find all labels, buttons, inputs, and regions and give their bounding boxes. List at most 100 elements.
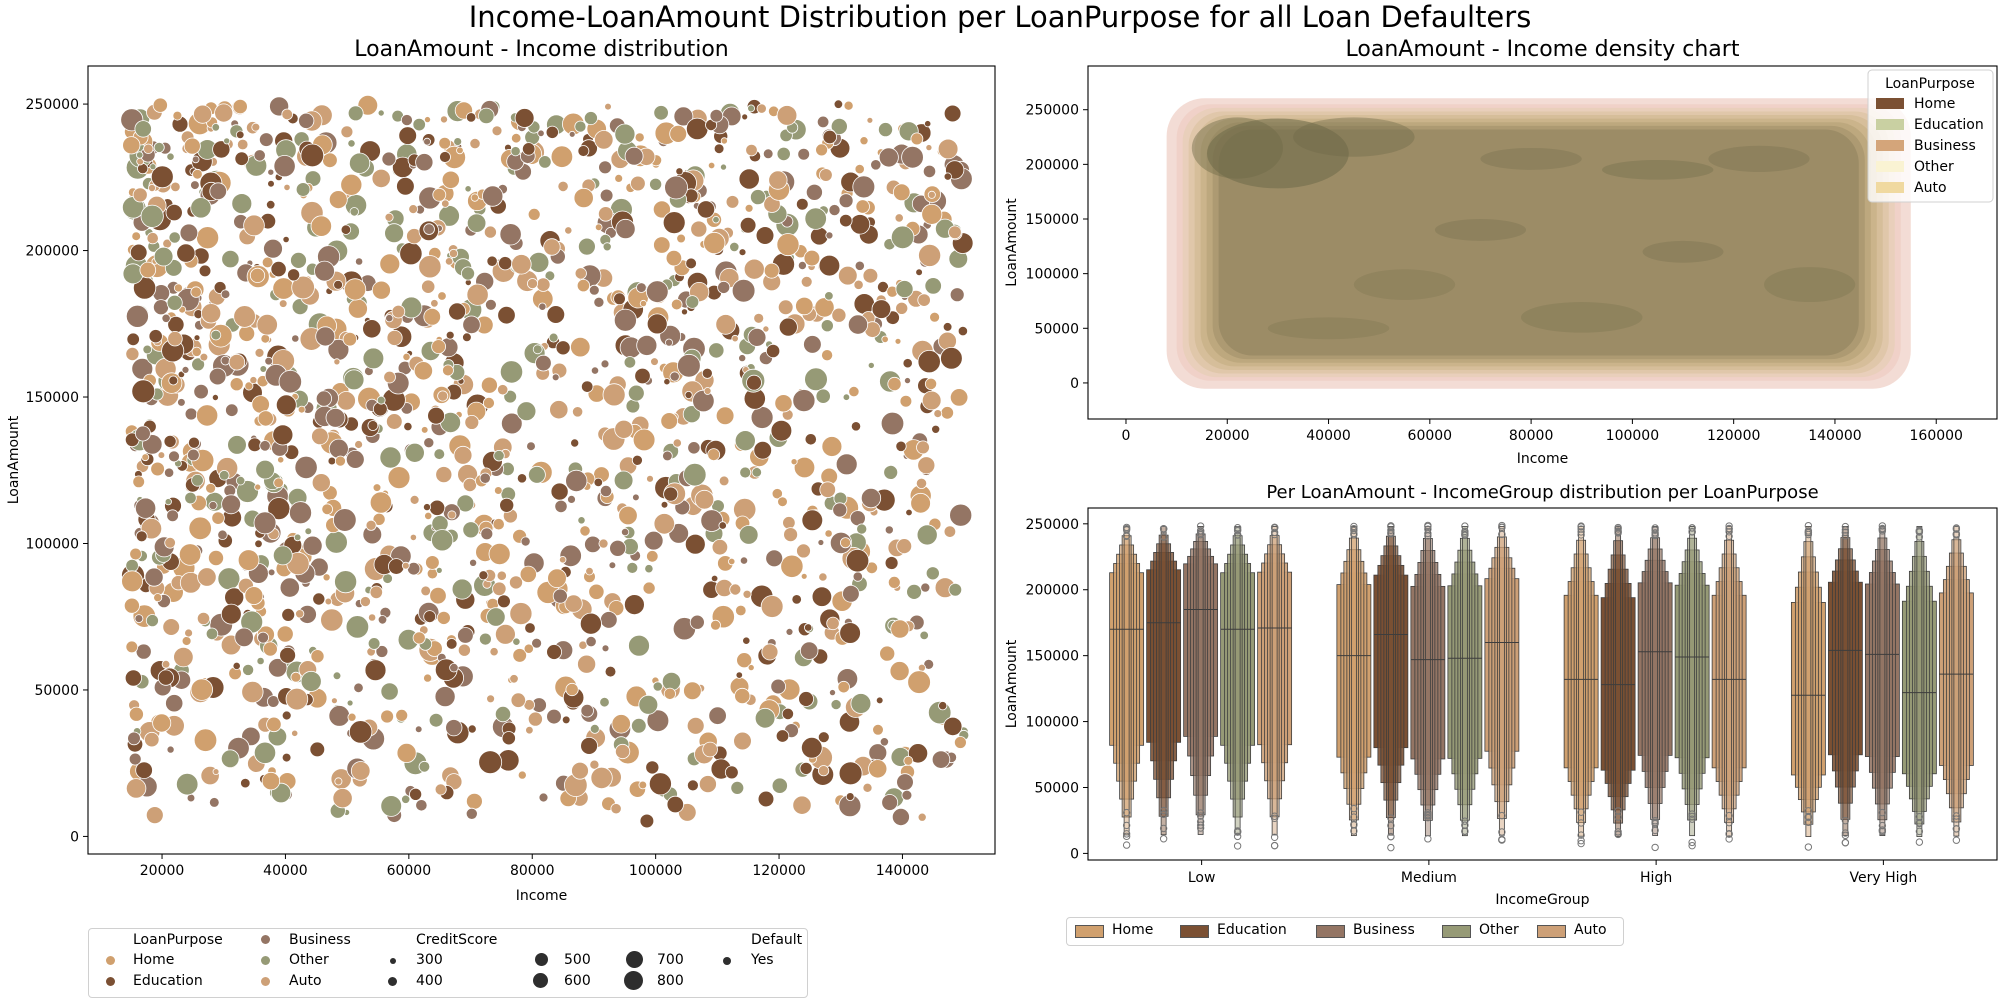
- x-tick-label: 100000: [1606, 428, 1659, 444]
- scatter-point-home: [183, 137, 201, 155]
- boxen-outlier: [1233, 531, 1242, 539]
- scatter-point-home: [872, 723, 884, 736]
- boxen-legend-swatch-home: [1075, 925, 1104, 938]
- scatter-point-education: [267, 179, 275, 188]
- scatter-point-home: [423, 673, 433, 683]
- scatter-point-business: [264, 356, 274, 366]
- scatter-point-auto: [497, 384, 509, 396]
- scatter-point-business: [165, 694, 184, 713]
- axes-title: Per LoanAmount - IncomeGroup distributio…: [1266, 482, 1818, 503]
- scatter-point-auto: [196, 611, 211, 626]
- scatter-point-auto: [167, 331, 183, 347]
- scatter-point-auto: [585, 567, 594, 576]
- scatter-point-home: [728, 557, 736, 566]
- y-tick-label: 200000: [1026, 583, 1079, 599]
- scatter-point-other: [235, 476, 246, 486]
- scatter-point-business: [609, 539, 627, 557]
- scatter-point-home: [707, 161, 716, 170]
- x-tick-label: 40000: [1306, 428, 1351, 444]
- scatter-point-other: [462, 521, 480, 539]
- scatter-point-other: [153, 246, 174, 267]
- density-peak: [1293, 117, 1415, 157]
- scatter-point-auto: [853, 279, 864, 290]
- scatter-point-education: [943, 716, 963, 737]
- x-axis-label: Income: [1517, 451, 1569, 467]
- y-axis-label: LoanAmount: [1004, 198, 1020, 287]
- scatter-point-education: [613, 292, 626, 306]
- boxen-outlier: [1424, 835, 1432, 843]
- scatter-point-other: [883, 464, 899, 480]
- scatter-point-business: [567, 494, 576, 504]
- boxen-outlier: [1270, 523, 1279, 532]
- scatter-point-education: [942, 322, 953, 332]
- scatter-point-auto: [466, 283, 489, 306]
- scatter-point-business: [161, 313, 171, 323]
- scatter-point-home: [244, 381, 254, 391]
- scatter-point-auto: [251, 122, 261, 132]
- scatter-point-business: [565, 469, 588, 492]
- scatter-point-education: [765, 343, 781, 359]
- scatter-point-business: [131, 357, 154, 380]
- legend-marker-other: [261, 956, 270, 965]
- legend-label-home: Home: [133, 952, 175, 968]
- scatter-point-home: [889, 661, 910, 682]
- scatter-point-business: [620, 527, 630, 537]
- y-tick-label: 100000: [1026, 267, 1079, 283]
- scatter-point-home: [196, 226, 220, 250]
- boxen-outlier: [1614, 523, 1622, 532]
- scatter-point-home: [800, 572, 808, 580]
- boxen-outlier: [1915, 526, 1924, 535]
- x-axis-label: IncomeGroup: [1495, 892, 1589, 908]
- scatter-point-auto: [201, 303, 222, 324]
- scatter-point-auto: [383, 370, 396, 384]
- scatter-point-home: [334, 455, 346, 467]
- scatter-point-auto: [125, 778, 147, 799]
- boxen-legend-swatch-business: [1316, 925, 1345, 938]
- scatter-point-auto: [311, 473, 331, 493]
- scatter-point-home: [940, 406, 955, 420]
- scatter-point-home: [290, 671, 302, 683]
- boxen-box: [1914, 541, 1925, 825]
- scatter-point-other: [418, 760, 431, 773]
- scatter-point-education: [713, 143, 725, 155]
- scatter-point-auto: [571, 406, 584, 418]
- scatter-point-other: [548, 332, 559, 343]
- scatter-point-auto: [653, 513, 676, 535]
- scatter-point-auto: [557, 180, 569, 192]
- scatter-point-business: [868, 743, 888, 763]
- scatter-point-home: [854, 164, 865, 175]
- scatter-point-other: [729, 241, 740, 252]
- scatter-point-auto: [782, 516, 796, 530]
- scatter-point-home: [793, 456, 816, 479]
- scatter-point-auto: [492, 581, 507, 597]
- scatter-point-auto: [536, 277, 551, 292]
- scatter-point-other: [916, 524, 938, 546]
- scatter-point-home: [211, 511, 225, 525]
- scatter-point-other: [438, 205, 460, 227]
- scatter-point-auto: [199, 352, 209, 362]
- scatter-point-home: [517, 770, 527, 780]
- boxen-outlier: [1387, 814, 1395, 822]
- boxen-legend-swatch-education: [1180, 925, 1209, 938]
- scatter-point-auto: [917, 293, 931, 307]
- scatter-point-other: [493, 450, 505, 462]
- scatter-point-education: [685, 257, 697, 270]
- boxen-outlier: [1577, 837, 1585, 845]
- scatter-panel: 0 50000 100000 150000 200000 250000 20000 40000…: [6, 37, 996, 904]
- scatter-point-business: [552, 588, 568, 604]
- boxen-box: [1615, 526, 1622, 837]
- boxen-outlier: [1577, 808, 1585, 816]
- scatter-point-education: [781, 707, 795, 721]
- scatter-point-home: [261, 256, 274, 269]
- density-level: [1212, 125, 1865, 360]
- scatter-point-home: [432, 187, 447, 202]
- scatter-point-home: [703, 231, 726, 255]
- boxen-outlier: [1878, 808, 1887, 817]
- boxen-outlier: [1688, 841, 1696, 850]
- boxen-box: [1271, 526, 1278, 836]
- scatter-point-business: [193, 383, 209, 400]
- scatter-point-home: [132, 475, 146, 489]
- scatter-point-other: [349, 207, 360, 217]
- scatter-point-home: [527, 207, 541, 221]
